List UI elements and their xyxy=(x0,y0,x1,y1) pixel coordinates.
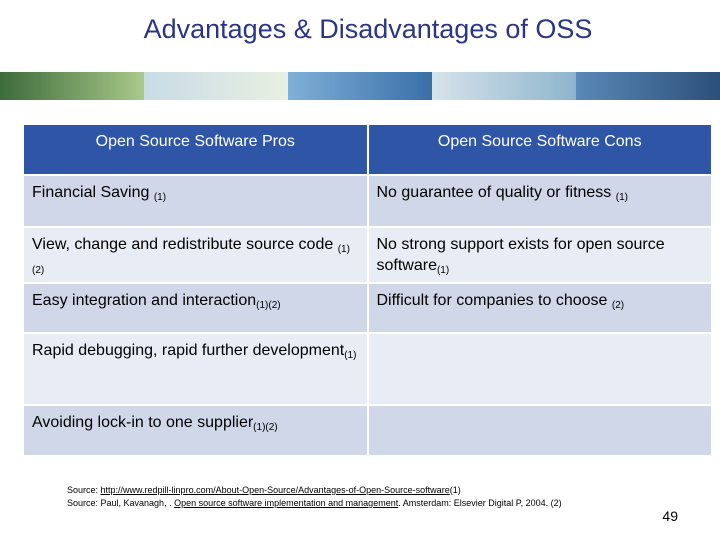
table-row: Avoiding lock-in to one supplier(1)(2) xyxy=(22,404,713,457)
header-cell: Open Source Software Pros xyxy=(22,123,369,176)
sources: Source: http://www.redpill-linpro.com/Ab… xyxy=(67,484,562,510)
cell-reference: (1) xyxy=(153,192,167,203)
banner xyxy=(0,72,720,100)
source-suffix: (1) xyxy=(449,485,461,495)
cell-text: No strong support exists for open source… xyxy=(376,236,665,274)
cell-text: No guarantee of quality or fitness xyxy=(376,184,616,201)
table-row: Rapid debugging, rapid further developme… xyxy=(22,332,713,406)
table-cell xyxy=(366,404,713,457)
cell-reference: (1)(2) xyxy=(256,300,281,311)
cell-text: Rapid debugging, rapid further developme… xyxy=(32,342,345,359)
table-cell: Difficult for companies to choose (2) xyxy=(366,282,713,334)
table-cell: No strong support exists for open source… xyxy=(366,226,713,284)
source-prefix: Source: Paul, Kavanagh, . xyxy=(67,498,175,508)
source-link: Open source software implementation and … xyxy=(174,498,399,508)
source-line: Source: http://www.redpill-linpro.com/Ab… xyxy=(67,484,562,497)
cell-text: Difficult for companies to choose xyxy=(376,292,612,309)
table-cell: Financial Saving (1) xyxy=(22,174,369,228)
cell-reference: (1) xyxy=(615,192,628,203)
table-row: View, change and redistribute source cod… xyxy=(22,226,713,284)
page-number: 49 xyxy=(662,508,678,524)
cell-reference: (1) xyxy=(344,350,357,361)
cell-reference: (1)(2) xyxy=(32,244,350,276)
cell-text: Financial Saving xyxy=(32,184,154,201)
table-cell: View, change and redistribute source cod… xyxy=(22,226,369,284)
header-cell: Open Source Software Cons xyxy=(366,123,713,176)
table-row: Easy integration and interaction(1)(2) Di… xyxy=(22,282,713,334)
table-cell: No guarantee of quality or fitness (1) xyxy=(366,174,713,228)
table-cell: Rapid debugging, rapid further developme… xyxy=(22,332,369,406)
cell-reference: (1) xyxy=(436,265,450,276)
table-cell: Avoiding lock-in to one supplier(1)(2) xyxy=(22,404,369,457)
source-link: http://www.redpill-linpro.com/About-Open… xyxy=(100,485,450,495)
cell-text: Easy integration and interaction xyxy=(32,292,257,309)
slide-title: Advantages & Disadvantages of OSS xyxy=(143,14,593,44)
cell-reference: (2) xyxy=(611,300,625,311)
cell-reference: (1)(2) xyxy=(253,422,278,433)
table-row: Financial Saving (1) No guarantee of qual… xyxy=(22,174,713,228)
cell-text: Avoiding lock-in to one supplier xyxy=(32,414,254,431)
source-suffix: . Amsterdam: Elsevier Digital P, 2004. (… xyxy=(398,498,562,508)
source-prefix: Source: xyxy=(67,485,101,495)
table-cell xyxy=(366,332,713,406)
comparison-table: Open Source Software Pros Open Source Sof… xyxy=(22,123,713,457)
table-cell: Easy integration and interaction(1)(2) xyxy=(22,282,369,334)
cell-text: View, change and redistribute source cod… xyxy=(32,236,338,253)
source-line: Source: Paul, Kavanagh, . Open source so… xyxy=(67,497,562,510)
